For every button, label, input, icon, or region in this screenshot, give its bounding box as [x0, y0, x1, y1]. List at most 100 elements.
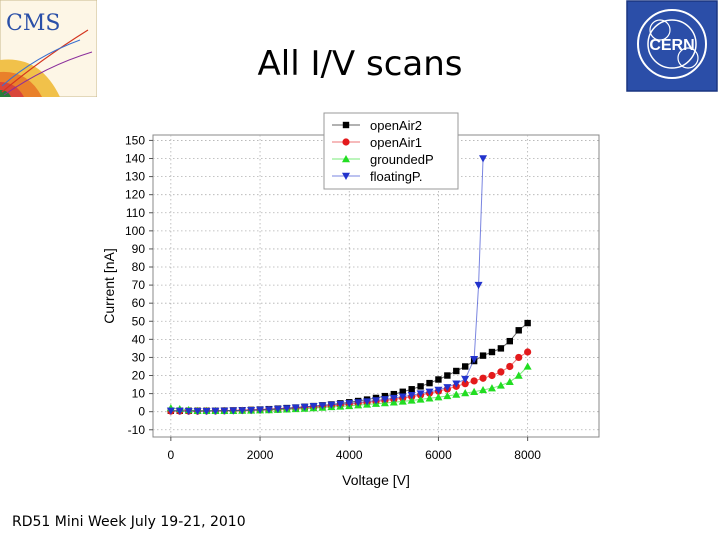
iv-scan-chart: 0 2000 4000 6000 8000 -10 0 10 20 30 40 50 60 70 80 90 1…: [101, 112, 600, 488]
data-point-openair2: [488, 348, 496, 356]
data-point-floatingp: [407, 392, 416, 400]
data-point-floatingp: [434, 386, 443, 394]
legend-label-groundedp: groundedP: [370, 152, 434, 167]
data-point-floatingp: [372, 397, 380, 405]
y-tick-label: 80: [132, 260, 146, 274]
y-tick-label: 30: [132, 350, 146, 364]
data-point-floatingp: [461, 375, 470, 384]
x-tick-label: 0: [167, 448, 174, 462]
y-tick-label: 70: [132, 278, 146, 292]
data-point-floatingp: [238, 407, 247, 415]
data-point-floatingp: [247, 407, 256, 415]
data-point-floatingp: [470, 356, 479, 364]
slide-footer: RD51 Mini Week July 19-21, 2010: [12, 514, 246, 530]
data-point-groundedp: [452, 390, 461, 398]
y-tick-label: 10: [132, 387, 146, 401]
y-tick-label: 50: [132, 314, 146, 328]
y-tick-label: 150: [125, 133, 145, 147]
data-point-openair2: [435, 376, 442, 383]
data-point-floatingp: [416, 390, 425, 398]
data-point-openair2: [462, 363, 469, 370]
legend-marker-openair1: [342, 138, 350, 146]
x-tick-label: 4000: [336, 448, 363, 462]
data-point-openair2: [453, 367, 460, 375]
data-point-groundedp: [479, 385, 488, 394]
data-point-openair2: [515, 327, 522, 334]
data-point-openair2: [390, 390, 398, 398]
data-point-openair1: [497, 368, 505, 376]
data-point-groundedp: [496, 381, 505, 389]
data-point-floatingp: [389, 394, 398, 403]
data-point-floatingp: [166, 407, 175, 415]
cern-logo-text: CERN: [649, 37, 694, 54]
x-tick-label: 8000: [514, 448, 541, 462]
y-tick-label: 130: [125, 170, 145, 184]
x-axis-label: Voltage [V]: [342, 472, 410, 488]
cms-logo: CMS: [0, 0, 97, 97]
data-point-openair2: [497, 345, 505, 352]
data-point-openair1: [461, 380, 469, 388]
data-point-floatingp: [474, 281, 483, 290]
data-point-openair2: [479, 352, 487, 359]
y-tick-label: 0: [138, 405, 145, 419]
data-point-openair2: [408, 386, 415, 393]
cms-logo-text: CMS: [6, 11, 60, 36]
y-tick-label: 60: [132, 296, 146, 310]
y-tick-label: -10: [128, 423, 146, 437]
data-point-floatingp: [452, 380, 461, 388]
data-point-floatingp: [220, 407, 229, 415]
data-point-openair1: [506, 362, 514, 371]
data-point-groundedp: [470, 387, 479, 395]
y-tick-label: 40: [132, 332, 146, 346]
data-point-openair2: [444, 372, 451, 379]
data-point-groundedp: [514, 371, 523, 379]
data-point-floatingp: [380, 396, 389, 404]
data-point-groundedp: [487, 384, 496, 392]
data-point-floatingp: [300, 403, 309, 411]
data-point-openair2: [381, 392, 389, 400]
legend-label-floatingp: floatingP.: [370, 169, 423, 184]
data-point-floatingp: [479, 155, 488, 163]
data-point-floatingp: [273, 405, 282, 413]
y-tick-label: 140: [125, 152, 145, 166]
slide-title: All I/V scans: [257, 44, 463, 84]
data-point-floatingp: [309, 403, 318, 411]
data-point-floatingp: [336, 400, 345, 409]
data-point-groundedp: [407, 396, 416, 404]
data-point-groundedp: [416, 395, 425, 403]
legend-marker-groundedp: [342, 155, 350, 163]
data-point-openair2: [506, 337, 513, 345]
cern-logo: CERN: [626, 0, 718, 92]
data-point-floatingp: [229, 407, 238, 415]
data-point-openair1: [479, 374, 487, 382]
data-point-openair2: [417, 383, 424, 390]
data-point-floatingp: [202, 407, 211, 416]
data-point-floatingp: [256, 406, 265, 414]
data-point-floatingp: [175, 407, 184, 415]
data-point-floatingp: [193, 407, 202, 416]
data-point-floatingp: [398, 393, 407, 401]
data-point-openair1: [524, 348, 532, 356]
y-tick-label: 110: [126, 206, 145, 220]
legend-label-openair2: openAir2: [370, 118, 422, 133]
legend-marker-openair2: [342, 121, 350, 129]
data-point-groundedp: [523, 362, 532, 370]
data-point-floatingp: [425, 388, 434, 396]
data-point-floatingp: [291, 404, 300, 412]
data-point-floatingp: [282, 405, 291, 413]
data-point-floatingp: [443, 384, 452, 392]
x-tick-label: 6000: [425, 448, 452, 462]
data-point-floatingp: [211, 407, 220, 415]
y-tick-label: 20: [132, 369, 146, 383]
data-point-floatingp: [184, 407, 193, 416]
data-point-openair1: [470, 377, 478, 385]
data-point-openair1: [488, 371, 496, 380]
data-point-openair2: [426, 379, 433, 387]
data-point-openair2: [524, 319, 531, 327]
data-point-openair2: [399, 388, 406, 395]
y-axis-label: Current [nA]: [101, 248, 117, 323]
data-point-groundedp: [425, 394, 434, 402]
data-point-groundedp: [505, 377, 514, 386]
data-point-floatingp: [363, 398, 372, 406]
legend-marker-floatingp: [342, 172, 350, 180]
